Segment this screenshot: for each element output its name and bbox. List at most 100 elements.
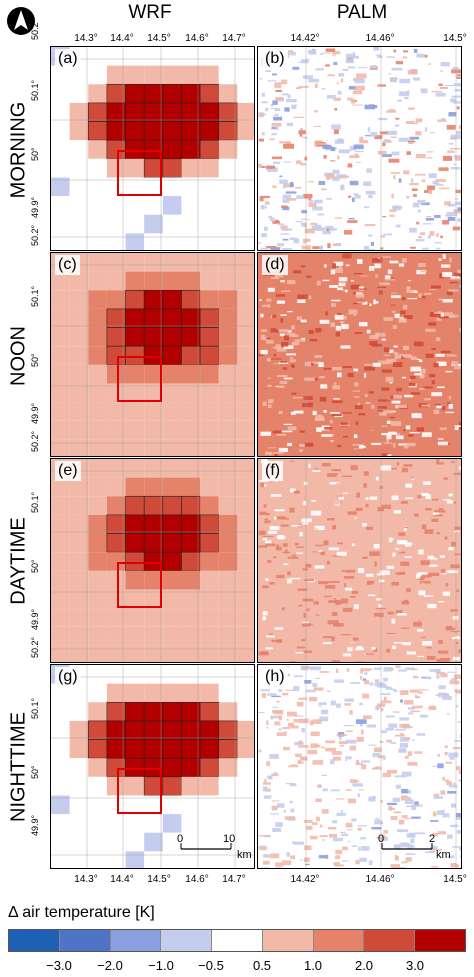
palm-patch xyxy=(289,237,297,241)
wrf-cell xyxy=(144,665,163,684)
palm-patch xyxy=(433,793,440,799)
y-tick-label: 49.9° xyxy=(30,608,40,630)
palm-patch xyxy=(262,782,271,785)
palm-patch xyxy=(305,295,312,300)
palm-patch xyxy=(428,235,432,239)
palm-patch xyxy=(442,597,450,602)
wrf-cell xyxy=(218,177,238,197)
wrf-cell xyxy=(125,65,145,85)
palm-patch xyxy=(448,752,459,758)
palm-patch xyxy=(266,635,275,638)
palm-patch xyxy=(289,181,294,187)
palm-patch xyxy=(314,224,321,230)
palm-patch xyxy=(309,623,313,626)
palm-patch xyxy=(383,563,391,565)
wrf-cell xyxy=(69,776,89,796)
palm-patch xyxy=(373,543,380,549)
palm-patch xyxy=(418,359,423,363)
palm-panel-daytime: (f) xyxy=(257,458,462,663)
palm-patch xyxy=(340,422,348,427)
palm-patch xyxy=(385,728,394,731)
palm-patch xyxy=(280,318,283,323)
wrf-cell xyxy=(125,514,145,534)
palm-patch xyxy=(428,173,437,179)
legend-title: Δ air temperature [K] xyxy=(8,904,155,921)
palm-patch xyxy=(290,808,295,813)
legend-tick: −1.0 xyxy=(148,958,174,973)
palm-patch xyxy=(391,151,400,156)
palm-patch xyxy=(359,702,363,706)
palm-patch xyxy=(411,413,422,419)
wrf-cell xyxy=(237,346,254,365)
wrf-cell xyxy=(106,345,126,366)
palm-patch xyxy=(371,535,377,538)
palm-patch xyxy=(340,598,348,604)
palm-patch xyxy=(410,375,416,379)
palm-patch xyxy=(290,725,299,729)
wrf-cell xyxy=(199,514,220,534)
palm-patch xyxy=(421,179,426,183)
palm-patch xyxy=(398,356,405,360)
palm-patch xyxy=(335,798,345,800)
palm-patch xyxy=(303,500,307,506)
palm-patch xyxy=(279,333,286,337)
wrf-cell xyxy=(200,402,219,421)
palm-patch xyxy=(390,742,397,744)
y-tick-label: 50° xyxy=(30,559,40,573)
palm-patch xyxy=(404,394,414,398)
palm-patch xyxy=(337,287,343,291)
palm-patch xyxy=(299,133,303,137)
wrf-cell xyxy=(237,795,254,815)
palm-patch xyxy=(265,578,269,581)
palm-patch xyxy=(436,532,440,535)
palm-patch xyxy=(367,127,371,132)
palm-patch xyxy=(365,653,375,655)
palm-patch xyxy=(318,855,328,859)
panel-label: (f) xyxy=(262,461,284,481)
palm-patch xyxy=(400,842,409,848)
palm-patch xyxy=(401,815,408,818)
wrf-cell xyxy=(181,47,201,66)
palm-patch xyxy=(410,178,414,183)
palm-patch xyxy=(295,221,303,223)
palm-patch xyxy=(345,289,348,293)
palm-patch xyxy=(293,116,305,119)
palm-patch xyxy=(302,666,311,669)
palm-patch xyxy=(354,153,359,157)
wrf-cell xyxy=(87,121,108,141)
palm-patch xyxy=(381,682,386,686)
palm-patch xyxy=(299,556,310,558)
palm-patch xyxy=(286,719,289,721)
y-tick-label: 50.1° xyxy=(30,79,40,101)
wrf-cell xyxy=(218,420,238,440)
wrf-cell xyxy=(88,196,107,215)
wrf-cell xyxy=(200,589,219,609)
wrf-x-tick: 14.6° xyxy=(185,33,209,44)
palm-patch xyxy=(293,238,300,244)
wrf-cell xyxy=(162,757,182,778)
palm-patch xyxy=(382,140,392,143)
palm-patch xyxy=(437,119,447,122)
palm-patch xyxy=(423,292,432,295)
palm-patch xyxy=(378,360,388,365)
palm-patch xyxy=(369,682,374,686)
wrf-cell xyxy=(181,364,201,384)
palm-patch xyxy=(314,83,318,88)
palm-patch xyxy=(324,585,336,589)
wrf-cell xyxy=(218,121,238,141)
palm-patch xyxy=(260,483,264,488)
wrf-cell xyxy=(106,757,126,778)
palm-patch xyxy=(432,498,439,501)
wrf-cell xyxy=(162,514,182,534)
wrf-cell xyxy=(125,533,145,553)
palm-patch xyxy=(438,685,446,690)
palm-patch xyxy=(386,434,392,440)
palm-patch xyxy=(388,537,393,543)
wrf-cell xyxy=(69,196,89,215)
palm-patch xyxy=(396,775,407,778)
palm-patch xyxy=(366,580,375,585)
wrf-cell xyxy=(181,102,201,122)
palm-patch xyxy=(261,132,265,136)
palm-patch xyxy=(362,556,368,559)
palm-patch xyxy=(422,247,429,250)
